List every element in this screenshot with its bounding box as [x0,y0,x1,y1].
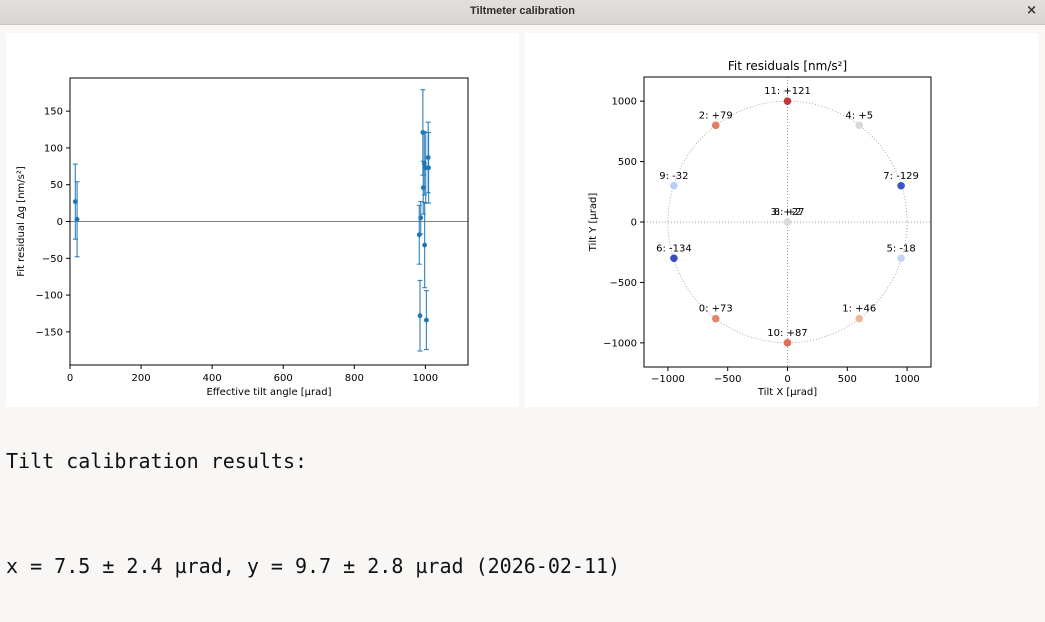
svg-text:−100: −100 [36,291,63,302]
results-heading: Tilt calibration results: [6,449,308,473]
results-summary: x = 7.5 ± 2.4 µrad, y = 9.7 ± 2.8 µrad (… [6,554,621,578]
svg-text:−50: −50 [42,254,63,265]
svg-text:Effective tilt angle [µrad]: Effective tilt angle [µrad] [206,387,331,398]
svg-text:−500: −500 [714,374,741,385]
residual-vs-tilt-chart: 0 200 400 600 800 1000 −150 −100 −50 0 50 100 150 Eff… [6,33,519,407]
svg-text:200: 200 [132,373,151,384]
svg-text:500: 500 [618,157,637,168]
svg-text:4: +5: 4: +5 [845,110,873,121]
svg-text:500: 500 [838,374,857,385]
svg-text:0: 0 [631,218,637,229]
residual-map-plot: 0: +73 1: +46 2: +79 3: +27 4: +5 5: -18 6: -1… [588,59,932,398]
svg-text:1000: 1000 [413,373,438,384]
svg-text:Tilt Y [µrad]: Tilt Y [µrad] [588,193,599,253]
svg-text:−500: −500 [610,278,637,289]
svg-text:150: 150 [44,107,63,118]
svg-text:0: 0 [784,374,790,385]
svg-text:800: 800 [345,373,364,384]
svg-text:−1000: −1000 [651,374,685,385]
svg-text:5: -18: 5: -18 [886,243,915,254]
svg-text:1000: 1000 [612,97,637,108]
title-bar: Tiltmeter calibration × [0,0,1045,25]
svg-text:400: 400 [203,373,222,384]
svg-text:10: +87: 10: +87 [767,328,807,339]
svg-text:2: +79: 2: +79 [699,110,733,121]
window-title: Tiltmeter calibration [470,5,575,17]
svg-text:1000: 1000 [894,374,919,385]
svg-text:0: 0 [57,217,63,228]
svg-text:0: 0 [67,373,73,384]
svg-text:1: +46: 1: +46 [842,304,876,315]
close-icon[interactable]: × [1026,3,1037,18]
svg-text:Fit residuals [nm/s²]: Fit residuals [nm/s²] [728,59,847,73]
svg-text:Fit residual Δg [nm/s²]: Fit residual Δg [nm/s²] [16,166,27,277]
svg-text:100: 100 [44,143,63,154]
svg-text:11: +121: 11: +121 [764,86,811,97]
svg-text:Tilt X [µrad]: Tilt X [µrad] [757,387,817,398]
svg-text:8: +2: 8: +2 [774,207,802,218]
svg-text:3: +27: 3: +27 [770,207,804,218]
svg-text:50: 50 [50,180,63,191]
svg-text:−150: −150 [36,327,63,338]
svg-text:9: -32: 9: -32 [659,171,688,182]
residual-map-chart: 0: +73 1: +46 2: +79 3: +27 4: +5 5: -18 6: -1… [525,33,1038,407]
svg-text:600: 600 [274,373,293,384]
svg-text:−1000: −1000 [603,338,637,349]
svg-text:7: -129: 7: -129 [883,171,919,182]
residual-vs-tilt-plot: 0 200 400 600 800 1000 −150 −100 −50 0 50 100 150 Eff… [16,77,469,398]
svg-text:6: -134: 6: -134 [656,243,692,254]
svg-text:0: +73: 0: +73 [699,304,733,315]
